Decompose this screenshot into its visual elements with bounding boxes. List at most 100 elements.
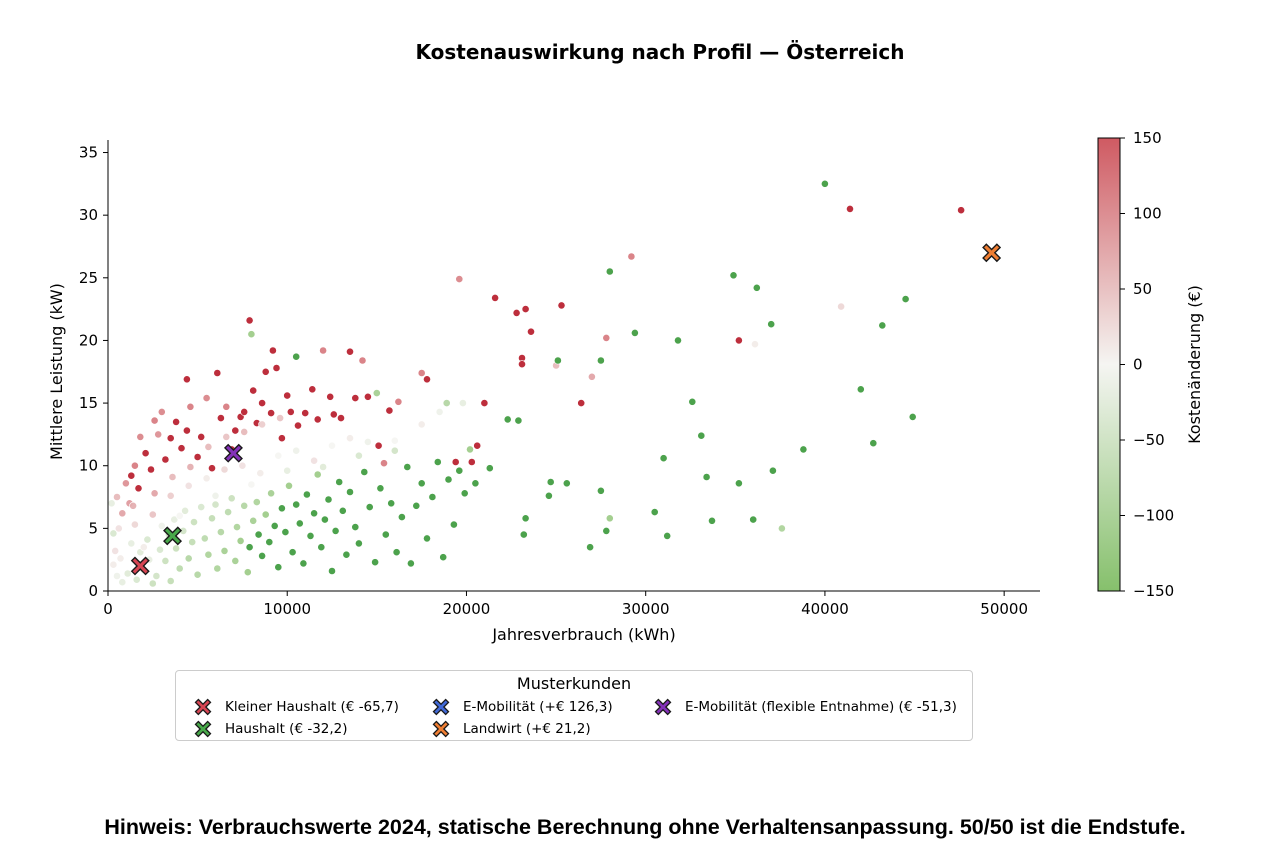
data-point bbox=[220, 465, 229, 474]
data-point bbox=[177, 444, 186, 453]
data-point bbox=[129, 501, 137, 510]
data-point bbox=[423, 375, 431, 384]
data-point bbox=[562, 479, 571, 488]
axes: 0 10000 20000 30000 40000 50000 0 5 10 15 20 25 30 35… bbox=[47, 140, 1040, 644]
data-point bbox=[512, 308, 521, 317]
data-point bbox=[878, 321, 887, 330]
data-point bbox=[428, 493, 437, 501]
data-point bbox=[390, 436, 399, 445]
y-tick-label: 30 bbox=[79, 206, 98, 224]
data-point bbox=[417, 479, 426, 488]
legend: Musterkunden Kleiner Haushalt (€ -65,7) H… bbox=[175, 670, 973, 741]
data-point bbox=[107, 499, 116, 508]
data-point bbox=[514, 416, 523, 425]
legend-entry: E-Mobilität (+€ 126,3) bbox=[429, 697, 613, 717]
data-point bbox=[769, 466, 777, 475]
data-point bbox=[346, 434, 354, 443]
data-point bbox=[150, 416, 159, 425]
data-point bbox=[202, 474, 211, 483]
data-point bbox=[485, 464, 494, 473]
legend-marker-shape bbox=[194, 720, 212, 738]
data-point bbox=[313, 470, 322, 479]
data-point bbox=[139, 543, 148, 552]
data-point bbox=[521, 514, 530, 523]
data-point bbox=[161, 557, 170, 565]
data-point bbox=[277, 504, 286, 513]
data-point bbox=[188, 538, 197, 546]
data-point bbox=[222, 432, 231, 441]
data-point bbox=[329, 410, 338, 419]
data-point bbox=[150, 489, 159, 498]
data-point bbox=[143, 535, 152, 544]
data-point bbox=[190, 518, 198, 526]
data-point bbox=[118, 509, 127, 518]
data-point bbox=[577, 399, 586, 407]
data-point bbox=[211, 491, 220, 500]
data-point bbox=[118, 578, 127, 587]
data-point bbox=[491, 293, 499, 302]
data-point bbox=[294, 421, 302, 430]
data-point bbox=[292, 352, 301, 361]
colorbar-tick-label: 0 bbox=[1133, 356, 1143, 374]
data-point bbox=[175, 564, 184, 573]
data-point bbox=[821, 179, 829, 188]
data-point bbox=[735, 479, 743, 488]
data-point bbox=[295, 519, 304, 528]
data-point bbox=[277, 434, 286, 443]
data-point bbox=[697, 431, 706, 440]
data-point bbox=[749, 515, 758, 524]
data-point bbox=[258, 420, 266, 429]
legend-entry-label: Kleiner Haushalt (€ -65,7) bbox=[225, 699, 399, 715]
legend-marker-shape bbox=[194, 698, 212, 716]
x-tick-label: 30000 bbox=[622, 600, 670, 618]
data-point bbox=[193, 453, 202, 461]
data-point bbox=[354, 539, 363, 548]
data-point bbox=[233, 523, 241, 531]
data-point bbox=[240, 501, 249, 510]
data-point bbox=[545, 491, 553, 500]
customer-marker bbox=[163, 526, 183, 546]
data-point bbox=[360, 468, 369, 476]
legend-entry-label: Haushalt (€ -32,2) bbox=[225, 721, 348, 737]
data-point bbox=[116, 554, 125, 563]
data-point bbox=[231, 426, 240, 435]
data-point bbox=[286, 407, 295, 416]
data-point bbox=[346, 488, 354, 496]
data-point bbox=[385, 406, 394, 415]
data-point bbox=[272, 364, 281, 372]
data-point bbox=[342, 550, 351, 559]
data-point bbox=[213, 369, 222, 377]
data-point bbox=[473, 441, 482, 450]
data-point bbox=[480, 399, 489, 407]
data-point bbox=[281, 528, 290, 536]
data-point bbox=[204, 550, 213, 559]
data-point bbox=[261, 367, 270, 376]
data-point bbox=[337, 414, 345, 422]
data-point bbox=[403, 463, 412, 471]
data-point bbox=[335, 478, 344, 486]
data-point bbox=[182, 375, 191, 384]
data-point bbox=[261, 510, 270, 519]
data-point bbox=[249, 386, 258, 395]
legend-entry: Landwirt (+€ 21,2) bbox=[429, 719, 591, 739]
data-point bbox=[258, 399, 266, 407]
data-point bbox=[455, 275, 464, 283]
data-point bbox=[460, 489, 469, 498]
colorbar-tick-label: 50 bbox=[1133, 280, 1152, 298]
data-point bbox=[186, 402, 195, 411]
legend-marker-icon bbox=[432, 698, 450, 716]
x-tick-label: 40000 bbox=[801, 600, 849, 618]
data-point bbox=[957, 206, 965, 215]
data-point bbox=[208, 514, 216, 523]
legend-marker-icon bbox=[194, 698, 212, 716]
data-point bbox=[186, 463, 195, 471]
data-point bbox=[319, 346, 327, 355]
data-point bbox=[127, 539, 136, 548]
data-point bbox=[148, 579, 157, 588]
data-point bbox=[376, 484, 385, 493]
data-point bbox=[597, 356, 605, 365]
data-point bbox=[208, 464, 216, 473]
y-tick-label: 35 bbox=[79, 144, 98, 162]
data-point bbox=[161, 455, 170, 464]
data-point bbox=[147, 465, 155, 474]
